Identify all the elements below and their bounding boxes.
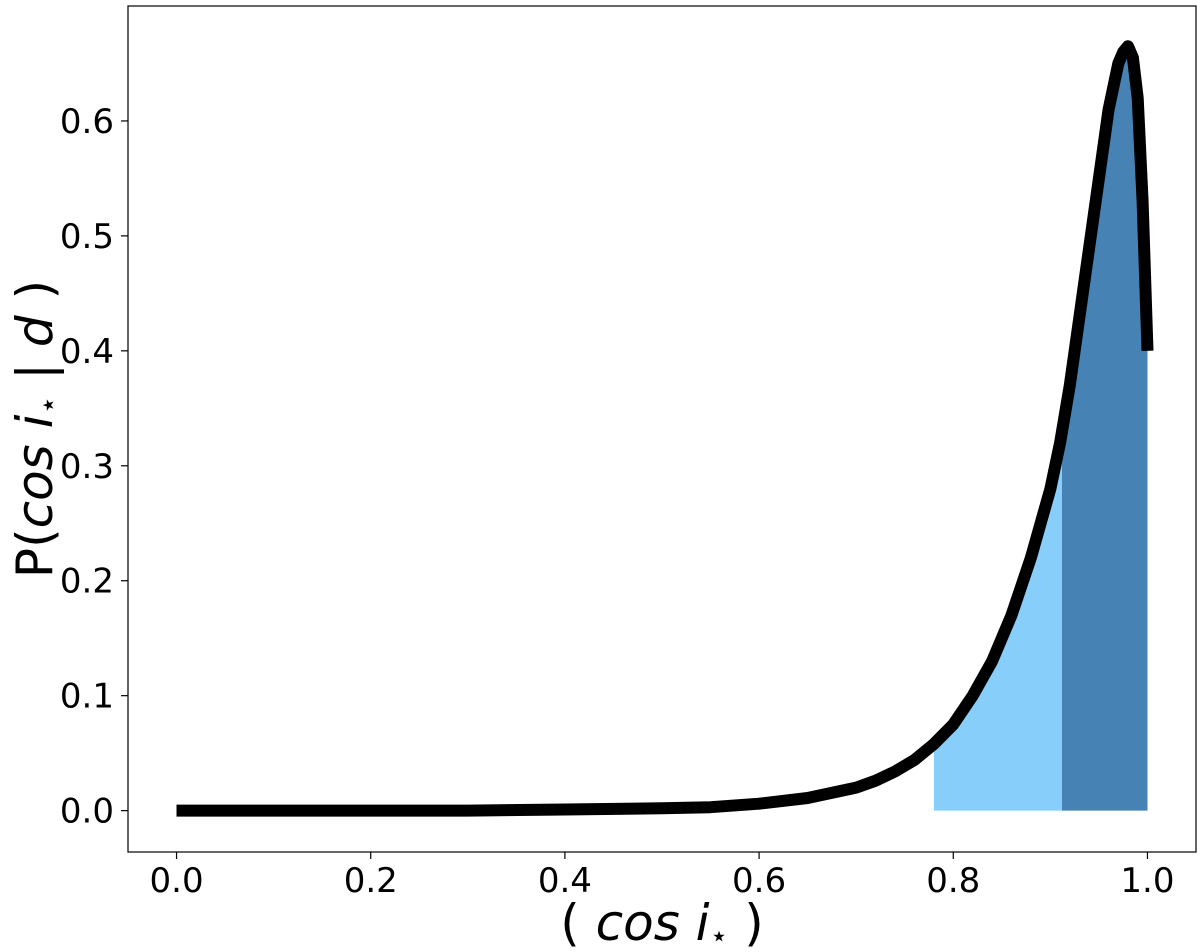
- shaded-region-0: [933, 431, 1062, 811]
- x-tick-label: 0.6: [732, 861, 786, 901]
- y-axis-ticks: 0.0 0.1 0.2 0.3 0.4 0.5 0.6: [60, 102, 128, 832]
- y-tick-label: 0.5: [60, 217, 114, 257]
- x-tick-label: 0.4: [538, 861, 592, 901]
- y-tick-label: 0.0: [60, 792, 114, 832]
- x-axis-ticks: 0.0 0.2 0.4 0.6 0.8 1.0: [150, 852, 1174, 901]
- plot-frame: [127, 5, 1197, 853]
- y-tick-label: 0.3: [60, 447, 114, 487]
- x-tick-label: 1.0: [1120, 861, 1174, 901]
- x-tick-label: 0.8: [926, 861, 980, 901]
- y-tick-label: 0.4: [60, 332, 114, 372]
- x-tick-label: 0.0: [150, 861, 204, 901]
- x-axis-label: ( cos i⋆ ): [560, 894, 764, 952]
- y-tick-label: 0.2: [60, 562, 114, 602]
- y-tick-label: 0.6: [60, 102, 114, 142]
- y-axis-label: P(cos i⋆ | d ): [6, 280, 66, 578]
- y-tick-label: 0.1: [60, 677, 114, 717]
- x-tick-label: 0.2: [344, 861, 398, 901]
- shaded-region-1: [1062, 46, 1148, 811]
- posterior-curve: [176, 40, 1154, 817]
